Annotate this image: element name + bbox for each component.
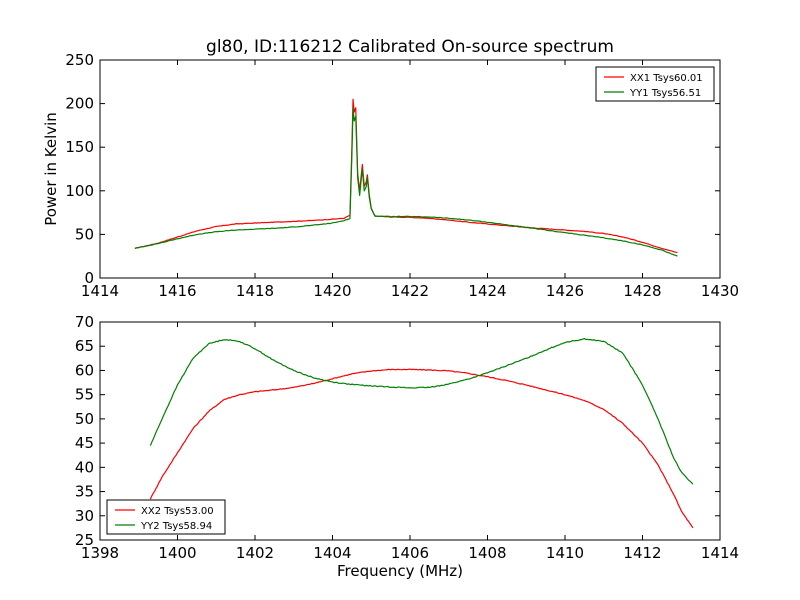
x-tick-label: 1414 — [81, 282, 119, 300]
x-tick-label: 1422 — [391, 282, 429, 300]
figure-title: gl80, ID:116212 Calibrated On-source spe… — [206, 37, 614, 57]
x-tick-label: 1402 — [236, 544, 274, 562]
x-tick-label: 1428 — [623, 282, 661, 300]
top-plot: 1414 1416 1418 1420 1422 1424 1426 1428 1430 0 50 1… — [42, 51, 739, 300]
y-tick-label: 25 — [75, 531, 94, 549]
y-axis-label: Power in Kelvin — [42, 112, 60, 226]
x-tick-label: 1426 — [546, 282, 584, 300]
y-tick-label: 45 — [75, 434, 94, 452]
legend-box — [106, 499, 226, 535]
y-tick-label: 60 — [75, 361, 94, 379]
y-tick-label: 55 — [75, 386, 94, 404]
x-tick-label: 1404 — [313, 544, 351, 562]
y-tick-label: 35 — [75, 483, 94, 501]
y-tick-label: 200 — [65, 95, 94, 113]
x-tick-label: 1406 — [391, 544, 429, 562]
series-line-xx1 — [134, 98, 678, 254]
x-tick-label: 1410 — [546, 544, 584, 562]
x-tick-label: 1398 — [81, 544, 119, 562]
y-tick-label: 150 — [65, 138, 94, 156]
series-line-yy1 — [134, 107, 678, 257]
y-tick-label: 50 — [75, 410, 94, 428]
x-tick-label: 1416 — [158, 282, 196, 300]
y-tick-label: 65 — [75, 337, 94, 355]
x-tick-label: 1400 — [158, 544, 196, 562]
y-tick-label: 70 — [75, 313, 94, 331]
y-tick-label: 40 — [75, 458, 94, 476]
legend-label: YY1 Tsys56.51 — [629, 88, 701, 99]
legend-label: XX1 Tsys60.01 — [630, 73, 703, 84]
x-tick-label: 1424 — [468, 282, 506, 300]
y-tick-label: 30 — [75, 507, 94, 525]
series-line-xx2 — [149, 368, 694, 529]
legend-box — [595, 66, 715, 102]
x-tick-label: 1412 — [623, 544, 661, 562]
x-tick-label: 1414 — [701, 544, 739, 562]
legend-label: XX2 Tsys53.00 — [141, 506, 214, 517]
y-tick-label: 250 — [65, 51, 94, 69]
x-tick-label: 1420 — [313, 282, 351, 300]
y-tick-label: 100 — [65, 182, 94, 200]
x-axis-label: Frequency (MHz) — [337, 562, 463, 580]
series-line-yy2 — [149, 337, 694, 485]
x-tick-label: 1408 — [468, 544, 506, 562]
y-tick-label: 0 — [84, 269, 94, 287]
x-tick-label: 1418 — [236, 282, 274, 300]
y-tick-label: 50 — [75, 225, 94, 243]
x-tick-label: 1430 — [701, 282, 739, 300]
legend-label: YY2 Tsys58.94 — [140, 521, 212, 532]
bottom-plot: 1398 1400 1402 1404 1406 1408 1410 1412 1414 25 30… — [75, 313, 739, 580]
